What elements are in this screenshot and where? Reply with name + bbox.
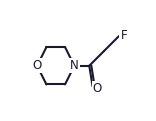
Text: N: N [70, 59, 79, 72]
Text: F: F [120, 29, 127, 42]
Text: O: O [32, 59, 42, 72]
Text: O: O [93, 82, 102, 95]
